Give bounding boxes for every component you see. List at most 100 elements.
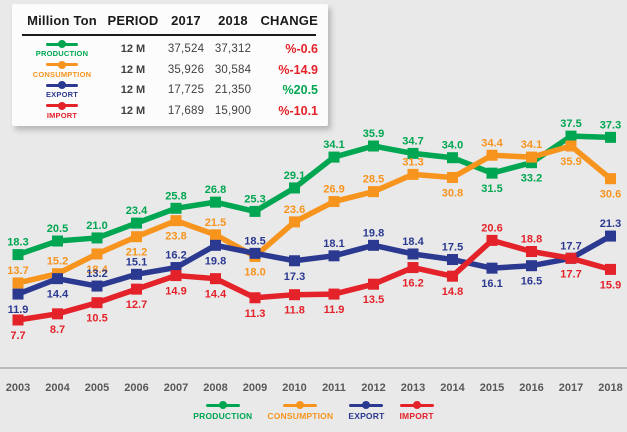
series-name-label: PRODUCTION <box>35 49 89 59</box>
value-2018-cell: 15,900 <box>214 104 252 117</box>
data-point-label-consumption: 13.7 <box>7 265 28 277</box>
data-point-marker-consumption <box>368 186 379 198</box>
data-point-marker-import <box>328 288 340 300</box>
series-name-label: EXPORT <box>45 90 79 100</box>
series-marker-icon <box>349 401 384 409</box>
data-point-label-production: 33.2 <box>521 173 542 185</box>
data-point-marker-production <box>249 205 261 217</box>
period-cell: 12 M <box>120 84 146 97</box>
data-point-marker-production <box>368 140 379 152</box>
data-point-marker-import <box>91 297 103 309</box>
data-point-marker-production <box>486 167 498 179</box>
data-point-label-consumption: 30.6 <box>600 189 621 201</box>
data-point-label-export: 19.8 <box>363 227 384 239</box>
data-point-marker-consumption <box>447 171 458 183</box>
value-2018-cell: 30,584 <box>214 63 252 76</box>
data-point-label-export: 18.4 <box>402 236 424 248</box>
table-row: CONSUMPTION 12 M 35,926 30,584 %-14.9 <box>20 60 320 79</box>
data-point-label-export: 18.5 <box>244 235 265 247</box>
data-point-label-consumption: 35.9 <box>560 156 581 168</box>
data-point-label-import: 11.3 <box>245 308 266 320</box>
data-point-marker-export <box>407 248 419 260</box>
data-point-marker-import <box>447 270 458 282</box>
table-header-change: CHANGE <box>260 12 318 28</box>
table-body: PRODUCTION 12 M 37,524 37,312 %-0.6 CONSUMPTI… <box>12 36 328 126</box>
data-point-marker-import <box>249 292 261 304</box>
data-point-marker-export <box>486 262 498 274</box>
data-point-label-consumption: 30.8 <box>442 187 463 199</box>
x-axis-label: 2015 <box>480 382 504 394</box>
data-point-label-consumption: 31.3 <box>402 156 423 168</box>
series-marker-icon <box>399 401 434 409</box>
data-point-marker-production <box>447 152 458 164</box>
x-axis-label: 2005 <box>85 382 109 394</box>
data-point-marker-production <box>605 131 616 143</box>
data-point-marker-production <box>328 151 340 163</box>
data-point-marker-export <box>170 262 182 274</box>
series-marker-icon <box>46 60 78 69</box>
data-point-label-consumption: 23.6 <box>284 204 305 216</box>
period-cell: 12 M <box>120 104 146 117</box>
series-marker-icon <box>46 81 78 90</box>
series-line-export <box>16 233 612 297</box>
value-2017-cell: 35,926 <box>167 63 205 76</box>
data-point-label-import: 20.6 <box>481 222 502 234</box>
data-point-label-production: 31.5 <box>481 183 502 195</box>
table-row: PRODUCTION 12 M 37,524 37,312 %-0.6 <box>20 40 320 58</box>
data-point-marker-import <box>52 308 63 320</box>
series-line-import <box>17 237 612 323</box>
series-name-label: CONSUMPTION <box>32 69 92 79</box>
data-point-label-import: 8.7 <box>50 324 65 336</box>
x-axis-label: 2010 <box>282 382 306 394</box>
data-point-marker-production <box>91 232 103 244</box>
data-point-label-import: 18.8 <box>521 234 542 246</box>
data-point-label-export: 16.1 <box>481 278 502 290</box>
data-point-marker-consumption <box>289 216 300 228</box>
x-axis-label: 2012 <box>361 382 385 394</box>
table-header-2017: 2017 <box>171 12 201 28</box>
data-point-label-import: 13.5 <box>363 294 384 306</box>
data-point-marker-consumption <box>91 248 103 260</box>
data-point-marker-consumption <box>605 173 616 185</box>
data-point-label-production: 25.3 <box>244 193 265 205</box>
chart-legend: PRODUCTION CONSUMPTION EXPORT IMPORT <box>0 401 627 421</box>
legend-item-export: EXPORT <box>348 401 384 421</box>
data-point-label-export: 13.2 <box>86 268 107 280</box>
data-point-label-production: 21.0 <box>86 220 107 232</box>
series-marker-icon <box>46 40 78 49</box>
data-point-label-consumption: 23.8 <box>165 231 186 243</box>
series-line-consumption <box>17 143 613 286</box>
value-2017-cell: 37,524 <box>167 43 205 56</box>
x-axis-label: 2018 <box>598 382 622 394</box>
data-point-marker-consumption <box>526 151 537 163</box>
period-cell: 12 M <box>120 63 146 76</box>
data-point-label-export: 17.3 <box>284 271 305 283</box>
data-point-marker-export <box>131 268 142 280</box>
data-point-label-consumption: 18.4 <box>86 264 108 276</box>
data-point-marker-production <box>12 249 24 261</box>
series-marker-icon <box>283 401 318 409</box>
data-point-marker-import <box>170 270 182 282</box>
data-point-marker-production <box>526 157 537 169</box>
series-marker-icon <box>46 101 78 110</box>
data-point-label-import: 14.4 <box>205 289 227 301</box>
series-name-label: IMPORT <box>46 110 78 120</box>
data-point-label-production: 29.1 <box>284 170 305 182</box>
data-point-marker-import <box>605 263 616 275</box>
data-point-label-import: 14.9 <box>165 286 186 298</box>
x-axis-label: 2017 <box>559 382 583 394</box>
data-point-label-production: 23.4 <box>126 205 148 217</box>
data-point-label-production: 37.5 <box>560 118 581 130</box>
data-point-label-export: 14.4 <box>47 289 69 301</box>
data-point-marker-production <box>131 217 142 229</box>
value-2017-cell: 17,689 <box>167 104 205 117</box>
data-point-label-consumption: 28.5 <box>363 174 384 186</box>
legend-item-label: IMPORT <box>399 411 434 421</box>
data-point-marker-consumption <box>12 277 24 289</box>
data-point-marker-export <box>52 273 63 285</box>
data-point-label-production: 20.5 <box>47 223 68 235</box>
data-point-marker-consumption <box>328 196 340 208</box>
value-2018-cell: 37,312 <box>214 43 252 56</box>
data-point-marker-production <box>565 130 577 142</box>
